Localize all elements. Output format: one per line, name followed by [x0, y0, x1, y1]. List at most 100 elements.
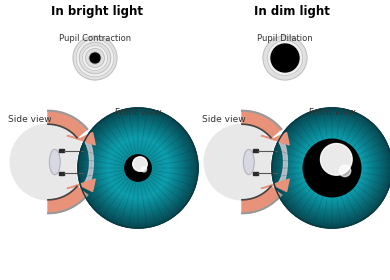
- Text: In bright light: In bright light: [51, 5, 143, 18]
- Circle shape: [303, 139, 361, 197]
- Circle shape: [116, 146, 160, 190]
- Circle shape: [127, 157, 149, 179]
- Circle shape: [120, 150, 156, 186]
- Circle shape: [133, 163, 143, 173]
- Circle shape: [325, 161, 339, 175]
- Circle shape: [10, 124, 86, 200]
- Circle shape: [94, 124, 182, 212]
- Circle shape: [124, 154, 152, 182]
- Polygon shape: [67, 179, 95, 192]
- Bar: [253, 150, 258, 152]
- Circle shape: [131, 161, 145, 175]
- Circle shape: [292, 128, 372, 208]
- Polygon shape: [242, 111, 281, 138]
- Bar: [59, 150, 64, 152]
- Circle shape: [91, 121, 185, 215]
- Circle shape: [82, 112, 194, 224]
- Circle shape: [273, 109, 390, 227]
- Circle shape: [96, 126, 180, 210]
- Circle shape: [326, 162, 338, 174]
- Circle shape: [125, 155, 151, 181]
- Circle shape: [77, 107, 199, 229]
- Text: Side view: Side view: [202, 115, 246, 124]
- Circle shape: [263, 36, 307, 80]
- Ellipse shape: [50, 150, 60, 175]
- Circle shape: [290, 126, 374, 210]
- Bar: [253, 172, 258, 175]
- Circle shape: [299, 135, 365, 201]
- Circle shape: [271, 44, 299, 72]
- Circle shape: [310, 146, 354, 190]
- Circle shape: [107, 137, 169, 199]
- Circle shape: [99, 129, 177, 207]
- Circle shape: [135, 165, 141, 171]
- Circle shape: [104, 134, 172, 202]
- Circle shape: [289, 125, 375, 211]
- Circle shape: [111, 141, 165, 195]
- Circle shape: [102, 132, 174, 204]
- Circle shape: [130, 160, 146, 176]
- Circle shape: [295, 131, 369, 205]
- Circle shape: [108, 138, 168, 198]
- Circle shape: [321, 157, 343, 179]
- Circle shape: [280, 53, 289, 62]
- Circle shape: [277, 113, 387, 223]
- Polygon shape: [48, 186, 87, 213]
- Circle shape: [123, 153, 153, 183]
- Text: In dim light: In dim light: [254, 5, 330, 18]
- Circle shape: [307, 143, 357, 193]
- Circle shape: [128, 158, 148, 178]
- Circle shape: [331, 167, 333, 169]
- Circle shape: [302, 138, 362, 198]
- Polygon shape: [67, 132, 95, 145]
- Circle shape: [322, 158, 342, 178]
- Text: Front view: Front view: [115, 108, 161, 117]
- Circle shape: [296, 132, 368, 204]
- Circle shape: [80, 110, 196, 226]
- Circle shape: [79, 42, 111, 74]
- Circle shape: [306, 142, 358, 194]
- Circle shape: [279, 115, 385, 221]
- Circle shape: [78, 108, 198, 228]
- Circle shape: [312, 148, 352, 188]
- Circle shape: [122, 152, 154, 184]
- Circle shape: [294, 130, 370, 206]
- Circle shape: [301, 137, 363, 199]
- Circle shape: [320, 156, 344, 180]
- Circle shape: [106, 136, 170, 200]
- Circle shape: [284, 120, 380, 216]
- Circle shape: [282, 118, 382, 218]
- Circle shape: [129, 159, 147, 177]
- Circle shape: [281, 117, 383, 219]
- Circle shape: [79, 109, 197, 227]
- Polygon shape: [261, 132, 289, 145]
- Circle shape: [73, 36, 117, 80]
- Circle shape: [98, 128, 178, 208]
- Circle shape: [81, 111, 195, 225]
- Circle shape: [327, 163, 337, 173]
- Circle shape: [304, 140, 360, 196]
- Circle shape: [86, 116, 190, 220]
- Circle shape: [109, 139, 167, 197]
- Circle shape: [330, 166, 334, 170]
- Circle shape: [85, 48, 105, 67]
- Circle shape: [280, 116, 384, 220]
- Circle shape: [85, 115, 191, 221]
- Circle shape: [276, 49, 294, 67]
- Circle shape: [311, 147, 353, 189]
- Circle shape: [118, 148, 158, 188]
- Text: Side view: Side view: [8, 115, 51, 124]
- Circle shape: [278, 114, 386, 222]
- Circle shape: [93, 123, 183, 213]
- Circle shape: [308, 144, 356, 192]
- Circle shape: [276, 112, 388, 224]
- Polygon shape: [279, 136, 287, 188]
- Circle shape: [275, 111, 389, 225]
- Text: Pupil Dilation: Pupil Dilation: [257, 34, 313, 43]
- Circle shape: [339, 165, 351, 177]
- Circle shape: [141, 167, 147, 172]
- Circle shape: [329, 165, 335, 171]
- Circle shape: [272, 45, 298, 71]
- Circle shape: [100, 130, 176, 206]
- Polygon shape: [242, 186, 281, 213]
